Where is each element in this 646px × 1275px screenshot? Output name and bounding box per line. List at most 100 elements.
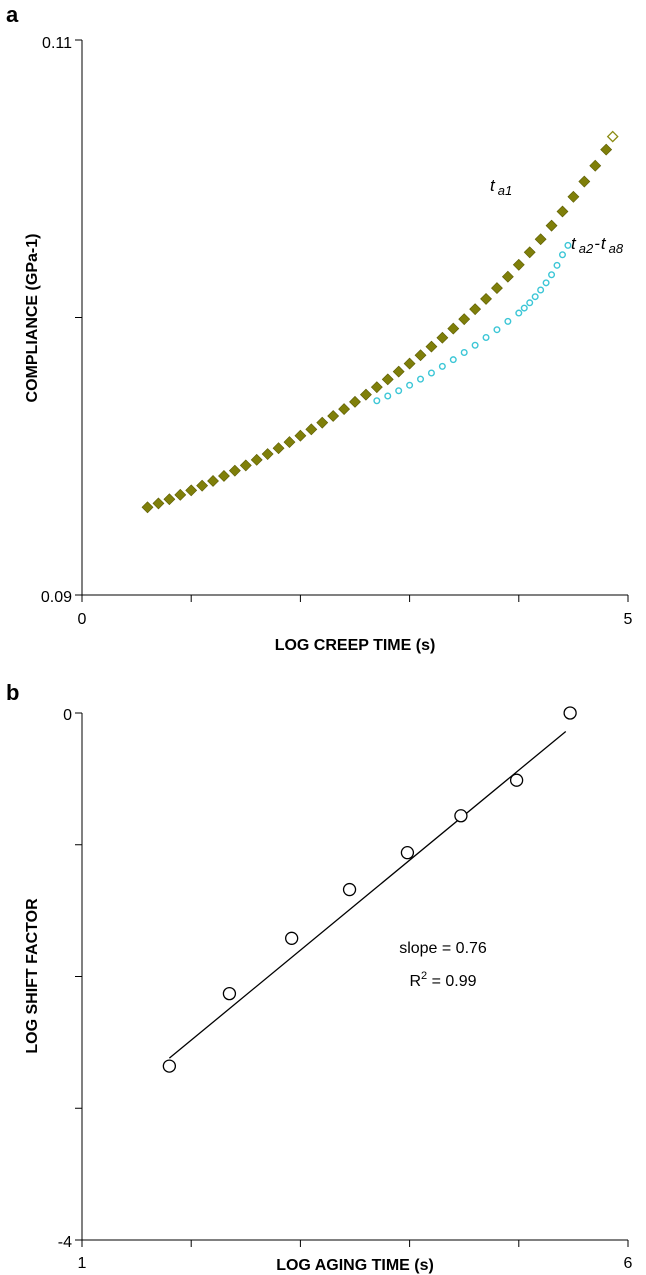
ta2-ta8-point bbox=[338, 403, 351, 415]
x-axis-title: LOG CREEP TIME (s) bbox=[275, 637, 436, 654]
panel-b-label: b bbox=[6, 680, 19, 705]
ta2-ta8-point bbox=[458, 313, 471, 326]
ta1-point bbox=[493, 326, 501, 334]
shift-factor-point bbox=[454, 809, 468, 823]
ta2-ta8-point bbox=[567, 190, 580, 203]
shift-factor-point bbox=[162, 1059, 177, 1073]
ta1-point bbox=[395, 387, 403, 395]
ta2-ta8-point bbox=[381, 373, 394, 386]
y-tick-label-top: 0 bbox=[63, 707, 72, 724]
r-squared-sup: 2 bbox=[421, 970, 427, 982]
annotation-ta2-ta8: t a2-t a8 bbox=[571, 234, 624, 256]
ta2-ta8-point bbox=[283, 436, 296, 449]
shift-factor-point bbox=[285, 931, 299, 945]
x-tick-label-left: 0 bbox=[78, 611, 87, 628]
y-axis-title: COMPLIANCE (GPa-1) bbox=[24, 234, 41, 403]
ta2-ta8-point bbox=[316, 416, 329, 429]
ta1-point bbox=[373, 397, 381, 405]
ta1-point bbox=[537, 286, 545, 294]
ta1-point bbox=[515, 309, 523, 317]
ta2-ta8-point bbox=[305, 423, 318, 436]
ta2-ta8-point bbox=[327, 410, 340, 422]
r-squared-annotation: R2 = 0.99 bbox=[409, 970, 476, 990]
ta2-ta8-point bbox=[141, 501, 154, 514]
ta2-ta8-point bbox=[272, 442, 285, 455]
ta1-point bbox=[384, 392, 392, 400]
open-diamond-point bbox=[606, 130, 619, 143]
y-tick-label-top: 0.11 bbox=[42, 35, 72, 52]
ta1-point bbox=[520, 304, 528, 312]
y-tick-label-bottom: 0.09 bbox=[41, 589, 72, 606]
ta2-ta8-point bbox=[163, 493, 176, 506]
ta2-ta8-point bbox=[491, 282, 503, 295]
r-squared-prefix: R bbox=[409, 973, 421, 990]
annotation-range-base2: t bbox=[601, 234, 607, 253]
annotation-range-base1: t bbox=[571, 234, 577, 253]
ta1-point bbox=[460, 348, 468, 356]
ta1-point bbox=[406, 381, 414, 389]
regression-line bbox=[168, 730, 567, 1059]
ta2-ta8-point bbox=[447, 322, 460, 335]
ta2-ta8-point bbox=[152, 497, 165, 510]
ta1-point bbox=[542, 279, 550, 287]
ta1-point bbox=[427, 369, 435, 377]
ta2-ta8-point bbox=[370, 381, 383, 394]
ta2-ta8-point bbox=[218, 470, 230, 482]
ta2-ta8-point bbox=[436, 331, 449, 344]
x-tick-label-right: 6 bbox=[624, 1255, 633, 1272]
r-squared-value: = 0.99 bbox=[427, 973, 476, 990]
ta2-ta8-point bbox=[294, 429, 307, 442]
ta1-point bbox=[526, 299, 534, 307]
ta2-ta8-point bbox=[207, 475, 219, 487]
ta1-point bbox=[564, 241, 572, 249]
ta2-ta8-point bbox=[589, 159, 602, 172]
y-axis-title: LOG SHIFT FACTOR bbox=[24, 898, 41, 1054]
ta2-ta8-point bbox=[392, 365, 405, 378]
ta2-ta8-point bbox=[523, 246, 536, 259]
ta1-point bbox=[417, 375, 425, 383]
panel-a-label: a bbox=[6, 2, 19, 27]
ta1-point bbox=[558, 251, 566, 259]
x-tick-label-right: 5 bbox=[624, 611, 633, 628]
shift-factor-point bbox=[509, 773, 524, 787]
shift-factor-point bbox=[400, 846, 415, 860]
data-points bbox=[162, 706, 577, 1073]
compliance-chart: 0.11 0.09 0 5 LOG CREEP TIME (s) COMPLIA… bbox=[24, 35, 633, 654]
ta2-ta8-point bbox=[250, 453, 263, 466]
ta2-ta8-point bbox=[359, 388, 372, 401]
ta2-ta8-point bbox=[239, 459, 252, 472]
ta1-point bbox=[553, 261, 561, 269]
ta2-ta8-point bbox=[545, 219, 558, 232]
shift-factor-point bbox=[563, 706, 577, 720]
ta2-ta8-point bbox=[469, 303, 482, 316]
axis-ticks bbox=[75, 712, 629, 1247]
y-tick-label-bottom: -4 bbox=[58, 1234, 72, 1251]
ta1-point bbox=[531, 293, 539, 301]
ta2-ta8-point bbox=[403, 357, 416, 370]
ta2-ta8-point bbox=[480, 292, 492, 305]
ta2-ta8-point bbox=[261, 448, 274, 460]
ta2-ta8-point bbox=[185, 484, 198, 497]
ta1-point bbox=[504, 317, 512, 325]
annotation-range-sub2: a8 bbox=[609, 241, 624, 256]
ta2-ta8-point bbox=[512, 258, 525, 271]
ta2-ta8-point bbox=[600, 143, 613, 156]
axis-ticks bbox=[75, 39, 629, 602]
ta2-ta8-point bbox=[414, 349, 427, 362]
ta1-point bbox=[548, 271, 556, 279]
ta2-ta8-point bbox=[501, 270, 514, 283]
annotation-range-sub1: a2 bbox=[579, 241, 594, 256]
ta2-ta8-point bbox=[196, 479, 209, 492]
ta1-point bbox=[438, 362, 446, 370]
ta1-point bbox=[449, 356, 457, 364]
ta2-ta8-point bbox=[228, 464, 241, 477]
ta2-ta8-point bbox=[174, 488, 187, 501]
shift-factor-point bbox=[342, 882, 357, 897]
x-tick-label-left: 1 bbox=[78, 1255, 87, 1272]
ta2-ta8-point bbox=[534, 233, 547, 246]
annotation-ta1-sub: a1 bbox=[498, 183, 512, 198]
data-points bbox=[141, 130, 619, 514]
ta2-ta8-point bbox=[556, 205, 569, 218]
shift-factor-chart: 0 -4 1 6 LOG AGING TIME (s) LOG SHIFT FA… bbox=[24, 706, 633, 1274]
